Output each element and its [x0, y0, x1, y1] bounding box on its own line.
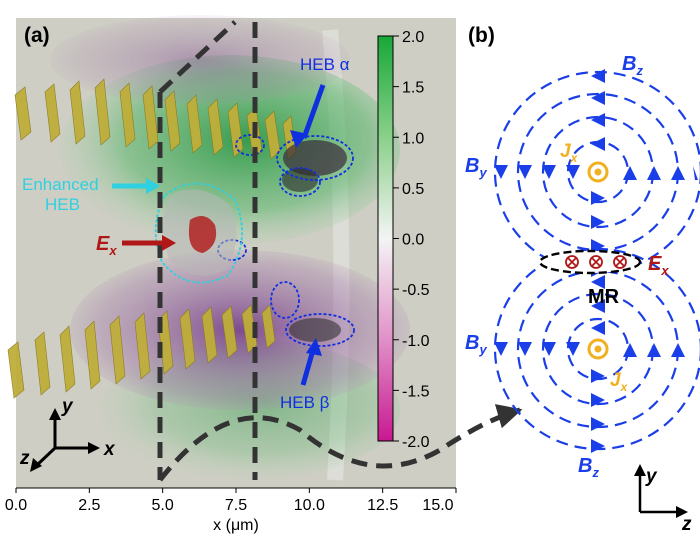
- triad-y-label: y: [61, 396, 74, 417]
- colorbar-tick-label: -1.0: [402, 333, 430, 350]
- triad-z-label: z: [19, 448, 30, 469]
- colorbar-tick-label: 2.0: [402, 29, 424, 46]
- purple-field-region: [70, 250, 410, 410]
- by-bottom-label: By: [465, 332, 487, 357]
- heb-alpha-label: HEB α: [300, 55, 350, 74]
- x-axis-label: x (μm): [213, 517, 259, 534]
- axis-triad-a: [30, 408, 100, 472]
- colorbar-tick-label: -0.5: [402, 282, 430, 299]
- reconnection-region: [538, 249, 642, 275]
- colorbar-tick-label: 0.0: [402, 232, 424, 249]
- mr-label: MR: [588, 286, 620, 308]
- x-tick-label: 2.5: [78, 497, 100, 514]
- upper-filaments: [14, 78, 297, 160]
- panel-a: (a) HEB α HEB β Enhanced HEB Ex y x z 0.…: [5, 15, 523, 534]
- x-tick-label: 5.0: [152, 497, 174, 514]
- enhanced-heb-label-line1: Enhanced: [22, 175, 99, 194]
- jx-top-label: Jx: [560, 141, 579, 165]
- jx-bottom-label: Jx: [610, 370, 629, 394]
- heb-beta-label: HEB β: [280, 393, 330, 412]
- x-tick-label: 10.0: [294, 497, 325, 514]
- bz-bottom-label: Bz: [578, 455, 599, 480]
- x-tick-label: 0.0: [5, 497, 27, 514]
- colorbar-tick-label: -2.0: [402, 434, 430, 451]
- triad-b-y-label: y: [645, 466, 658, 487]
- colorbar-tick-label: 1.0: [402, 130, 424, 147]
- colorbar-tick-label: 1.5: [402, 80, 424, 97]
- bz-top-label: Bz: [622, 53, 643, 78]
- enhanced-heb-label-line2: HEB: [45, 195, 80, 214]
- annotation-arrows: [112, 84, 326, 386]
- panel-b-label: (b): [468, 24, 495, 47]
- by-top-label: By: [465, 155, 487, 180]
- triad-x-label: x: [103, 439, 116, 460]
- ex-label-a: Ex: [96, 233, 117, 258]
- dashed-guides: [157, 20, 523, 482]
- current-top-icon: [587, 161, 609, 183]
- x-tick-label: 7.5: [225, 497, 247, 514]
- x-axis-ticks: 0.0 2.5 5.0 7.5 10.0 12.5 15.0: [5, 488, 457, 514]
- colorbar: [377, 35, 394, 442]
- x-tick-label: 15.0: [422, 497, 453, 514]
- x-tick-label: 12.5: [367, 497, 398, 514]
- colorbar-tick-label: -1.5: [402, 383, 430, 400]
- triad-b-z-label: z: [681, 514, 692, 535]
- panel-b: (b): [465, 24, 700, 535]
- current-bottom-icon: [587, 338, 609, 360]
- axis-triad-b: [634, 464, 688, 518]
- colorbar-tick-label: 0.5: [402, 181, 424, 198]
- ex-into-page-icons: [565, 255, 627, 269]
- ex-label-b: Ex: [648, 253, 669, 278]
- heb-alpha-region: [235, 134, 354, 197]
- panel-a-label: (a): [24, 24, 50, 47]
- colorbar-ticks: 2.0 1.5 1.0 0.5 0.0 -0.5 -1.0 -1.5 -2.0: [393, 29, 430, 451]
